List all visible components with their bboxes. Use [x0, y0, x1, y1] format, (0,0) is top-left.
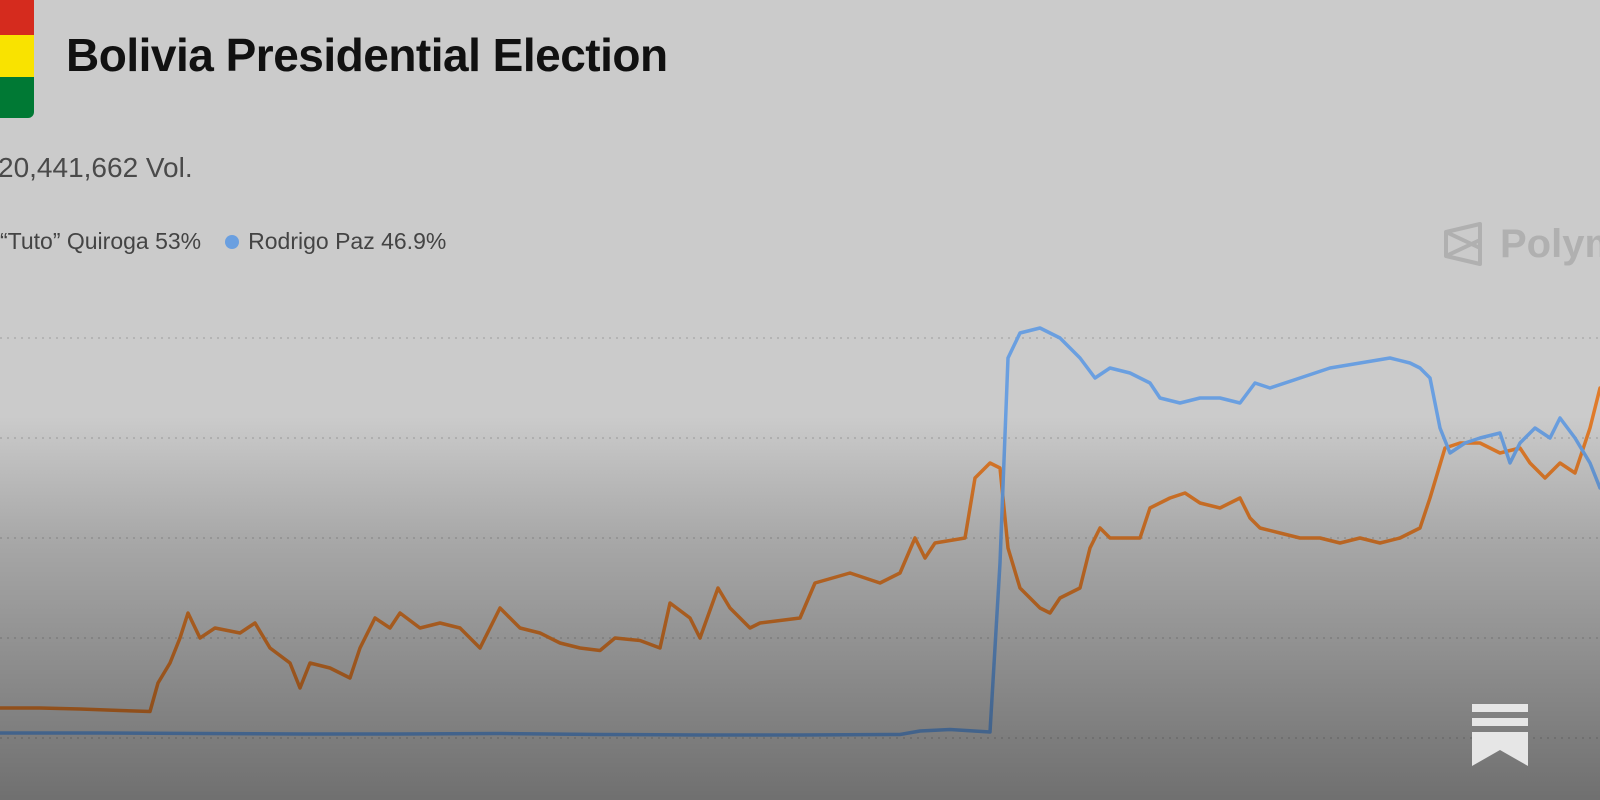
legend-item-paz: Rodrigo Paz 46.9%	[225, 228, 446, 255]
flag-stripe-green	[0, 76, 34, 118]
series-line-quiroga	[0, 386, 1600, 714]
legend-dot-paz	[225, 234, 240, 249]
bookmark-icon[interactable]	[1470, 702, 1530, 768]
flag-stripe-yellow	[0, 35, 34, 77]
flag-stripe-red	[0, 0, 34, 36]
page-title: Bolivia Presidential Election	[66, 29, 668, 81]
bolivia-flag-icon	[0, 0, 34, 118]
series-line-paz	[0, 326, 1600, 737]
brand-watermark: Polym	[1442, 220, 1600, 268]
volume-text: 20,441,662 Vol.	[0, 152, 193, 183]
legend-label-quiroga: “Tuto” Quiroga 53%	[0, 228, 202, 254]
polymarket-logo-icon	[1444, 222, 1482, 266]
chart-legend: “Tuto” Quiroga 53% Rodrigo Paz 46.9%	[0, 228, 470, 255]
legend-item-quiroga: “Tuto” Quiroga 53%	[0, 228, 201, 255]
legend-label-paz: Rodrigo Paz 46.9%	[248, 228, 447, 254]
brand-name: Polym	[1500, 221, 1600, 266]
